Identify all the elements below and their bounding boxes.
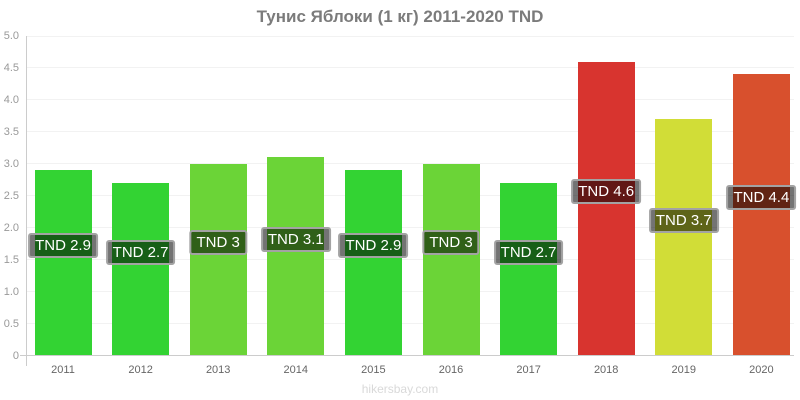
bar-2016[interactable] bbox=[422, 163, 480, 356]
y-axis-tick-label: 2.0 bbox=[3, 221, 19, 234]
x-axis-label: 2011 bbox=[51, 364, 75, 376]
gridline bbox=[26, 163, 794, 165]
bar-value-label: TND 3.1 bbox=[260, 226, 331, 252]
x-axis-label: 2013 bbox=[205, 364, 231, 376]
x-axis-label: 2020 bbox=[749, 364, 774, 376]
watermark: hikersbay.com bbox=[361, 382, 439, 396]
gridline bbox=[26, 131, 794, 133]
gridline bbox=[26, 227, 794, 229]
bar-value-label: TND 3 bbox=[422, 230, 480, 256]
gridline bbox=[26, 67, 794, 69]
gridline bbox=[26, 291, 794, 293]
bar-2019[interactable] bbox=[655, 119, 713, 356]
gridline bbox=[26, 35, 794, 37]
gridline bbox=[26, 195, 794, 197]
chart-title: Тунис Яблоки (1 кг) 2011-2020 TND bbox=[256, 7, 544, 26]
x-axis-label: 2012 bbox=[128, 364, 153, 376]
bar-value-label: TND 4.4 bbox=[726, 185, 797, 211]
bar-value-label: TND 3 bbox=[189, 230, 247, 256]
bar-2020[interactable] bbox=[732, 74, 790, 356]
bar-value-label: TND 2.9 bbox=[338, 233, 409, 259]
bar-2013[interactable] bbox=[189, 163, 247, 356]
bar-value-label: TND 3.7 bbox=[648, 207, 719, 233]
x-axis-label: 2014 bbox=[283, 364, 309, 376]
gridline bbox=[26, 323, 794, 325]
bar-2012[interactable] bbox=[112, 182, 170, 356]
bar-value-label: TND 2.7 bbox=[493, 239, 564, 265]
gridline bbox=[26, 99, 794, 101]
y-axis-tick-label: 3.5 bbox=[3, 125, 19, 138]
bar-value-label: TND 2.9 bbox=[28, 233, 98, 259]
bar-2015[interactable] bbox=[344, 170, 402, 356]
y-axis-zero-tick bbox=[20, 355, 26, 356]
gridline bbox=[26, 259, 794, 261]
y-axis-tick-label: 5.0 bbox=[3, 30, 19, 42]
y-axis-tick-label: 4.5 bbox=[3, 61, 19, 74]
y-axis-tick-label: 2.5 bbox=[3, 189, 19, 202]
x-axis-label: 2016 bbox=[438, 364, 464, 376]
y-axis-tick-label: 1.5 bbox=[3, 253, 19, 266]
y-axis-tick-label: 4.0 bbox=[3, 93, 19, 106]
x-axis-line bbox=[26, 355, 794, 356]
y-axis-tick-label: 0 bbox=[12, 349, 19, 362]
y-axis-tick-label: 3.0 bbox=[3, 157, 19, 170]
bar-2011[interactable] bbox=[34, 170, 92, 356]
x-axis-label: 2017 bbox=[516, 364, 541, 376]
x-axis-label: 2015 bbox=[361, 364, 386, 376]
y-axis-tick-label: 0.5 bbox=[3, 317, 19, 330]
y-axis-line bbox=[26, 36, 27, 366]
bar-value-label: TND 2.7 bbox=[105, 239, 176, 265]
bar-value-label: TND 4.6 bbox=[571, 179, 642, 205]
bar-2018[interactable] bbox=[577, 61, 635, 356]
x-axis-label: 2019 bbox=[671, 364, 697, 376]
y-axis-tick-label: 1.0 bbox=[3, 285, 19, 298]
bar-2014[interactable] bbox=[267, 157, 325, 356]
bar-2017[interactable] bbox=[500, 182, 558, 356]
x-axis-label: 2018 bbox=[593, 364, 619, 376]
